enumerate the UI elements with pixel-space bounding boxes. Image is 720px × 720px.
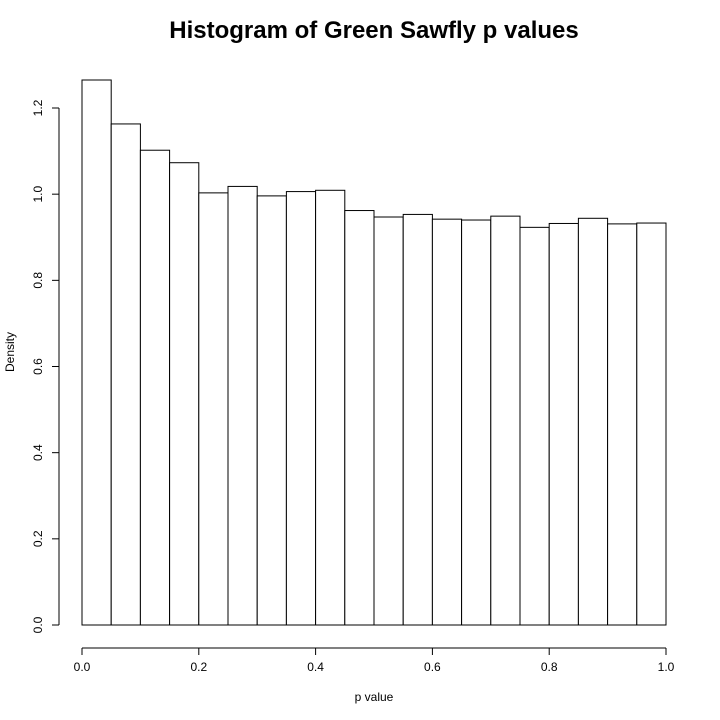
histogram-bar [139, 149, 171, 626]
histogram-bar [636, 222, 667, 626]
y-tick-label: 1.0 [31, 186, 45, 203]
x-tick-label: 1.0 [658, 660, 675, 674]
x-tick-label: 0.6 [424, 660, 441, 674]
histogram-bar [344, 210, 375, 626]
y-tick-label: 0.4 [31, 444, 45, 461]
histogram-bar [315, 189, 346, 626]
y-tick-label: 0.2 [31, 530, 45, 547]
y-tick-label: 1.2 [31, 99, 45, 116]
histogram-bar [169, 162, 200, 626]
histogram-bar [519, 226, 550, 626]
histogram-bar [285, 191, 317, 626]
y-axis-label: Density [3, 332, 17, 372]
histogram-bar [227, 185, 258, 626]
x-tick-label: 0.4 [307, 660, 324, 674]
histogram-bar [607, 223, 638, 626]
x-axis: 0.0 0.2 0.4 0.6 0.8 1.0 [74, 647, 675, 674]
histogram-bar [461, 219, 492, 626]
y-tick-label: 0.8 [31, 272, 45, 289]
histogram-bar [402, 213, 433, 626]
x-tick-label: 0.2 [190, 660, 207, 674]
bars-group [81, 79, 667, 626]
y-axis: 0.0 0.2 0.4 0.6 0.8 1.0 1.2 [31, 99, 60, 633]
histogram-bar [198, 192, 229, 626]
histogram-bar [110, 123, 141, 626]
chart-title: Histogram of Green Sawfly p values [169, 17, 578, 44]
histogram-bar [548, 222, 579, 626]
x-tick-label: 0.8 [541, 660, 558, 674]
histogram-bar [256, 195, 287, 626]
histogram-bar [490, 215, 521, 626]
histogram-bar [81, 79, 112, 626]
y-tick-label: 0.0 [31, 616, 45, 633]
histogram-bar [373, 216, 404, 626]
x-axis-label: p value [355, 690, 394, 704]
y-tick-label: 0.6 [31, 358, 45, 375]
histogram-bar [577, 217, 609, 626]
x-tick-label: 0.0 [74, 660, 91, 674]
histogram-bar [431, 218, 463, 626]
